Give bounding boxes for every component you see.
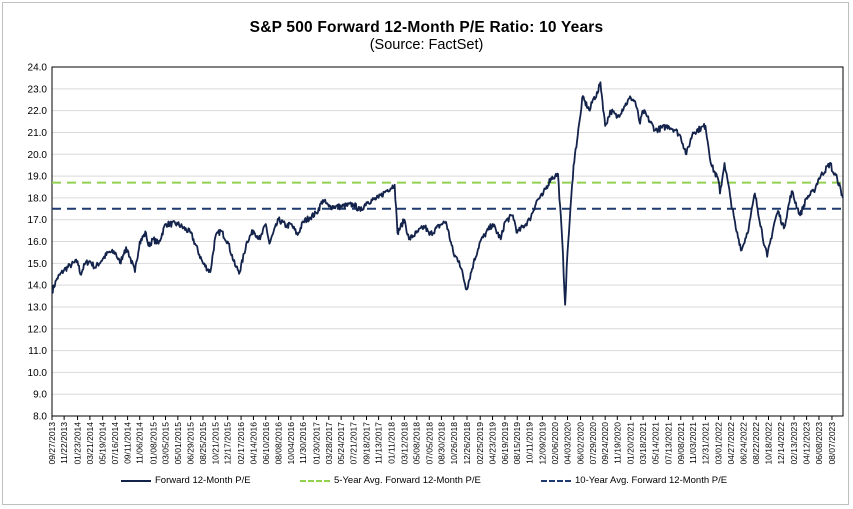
x-tick-label: 02/06/2020 [550,422,560,465]
y-tick-label: 10.0 [28,368,48,379]
x-tick-label: 07/13/2021 [663,422,673,465]
x-tick-label: 04/27/2022 [726,422,736,465]
legend-label-10yr-avg: 10-Year Avg. Forward 12-Month P/E [575,475,728,486]
x-tick-label: 01/23/2014 [73,422,83,465]
x-tick-label: 01/11/2018 [386,422,396,464]
x-tick-label: 11/22/2013 [59,422,69,464]
y-tick-label: 17.0 [28,215,48,226]
x-tick-label: 12/26/2018 [462,422,472,465]
x-tick-label: 10/04/2016 [286,422,296,465]
y-tick-label: 24.0 [28,63,48,74]
x-tick-label: 01/30/2017 [311,422,321,465]
chart-subtitle: (Source: FactSet) [369,37,484,53]
x-tick-label: 05/14/2021 [650,422,660,465]
x-tick-label: 07/21/2017 [349,422,359,465]
x-tick-label: 08/25/2015 [198,422,208,465]
x-tick-label: 01/08/2015 [148,422,158,465]
x-tick-label: 10/11/2019 [525,422,535,464]
x-tick-label: 09/27/2013 [47,422,57,465]
x-tick-label: 09/11/2014 [123,422,133,464]
y-tick-label: 19.0 [28,172,48,183]
x-tick-label: 04/03/2020 [562,422,572,465]
x-tick-label: 02/17/2016 [236,422,246,465]
x-tick-label: 05/19/2014 [98,422,108,465]
legend-line-10yr-avg [541,479,571,482]
x-tick-label: 04/23/2019 [488,422,498,465]
y-tick-label: 21.0 [28,128,48,139]
x-tick-label: 07/16/2014 [110,422,120,465]
x-tick-label: 09/24/2020 [600,422,610,465]
y-tick-label: 23.0 [28,84,48,95]
legend-item-forward-pe: Forward 12-Month P/E [121,475,251,486]
x-tick-label: 02/25/2019 [475,422,485,465]
x-tick-label: 08/30/2018 [436,422,446,465]
x-tick-label: 04/14/2016 [248,422,258,465]
x-tick-label: 10/18/2022 [763,422,773,465]
x-tick-label: 11/06/2014 [135,422,145,464]
x-tick-label: 12/09/2019 [537,422,547,465]
y-tick-label: 14.0 [28,281,48,292]
x-tick-label: 12/17/2015 [223,422,233,465]
x-tick-label: 08/07/2023 [827,422,837,465]
x-tick-label: 07/29/2020 [588,422,598,465]
x-tick-label: 05/24/2017 [336,422,346,465]
y-tick-label: 18.0 [28,193,48,204]
x-tick-label: 12/31/2021 [700,422,710,465]
x-tick-label: 03/21/2014 [85,422,95,465]
x-tick-label: 03/12/2018 [399,422,409,465]
x-tick-label: 06/02/2020 [575,422,585,465]
y-tick-label: 8.0 [33,412,47,423]
x-tick-label: 02/13/2023 [789,422,799,465]
plot-area-border [51,66,844,417]
y-tick-label: 13.0 [28,302,48,313]
y-tick-label: 12.0 [28,324,48,335]
x-tick-label: 05/08/2018 [412,422,422,465]
legend-item-5yr-avg: 5-Year Avg. Forward 12-Month P/E [300,475,481,486]
x-tick-label: 03/01/2022 [713,422,723,465]
x-tick-label: 11/13/2017 [374,422,384,464]
legend-line-forward-pe [121,479,151,482]
y-tick-label: 20.0 [28,150,48,161]
legend-line-5yr-avg [300,479,330,482]
x-tick-label: 06/19/2019 [500,422,510,465]
x-tick-label: 10/21/2015 [210,422,220,465]
x-tick-label: 09/08/2021 [676,422,686,465]
legend-label-5yr-avg: 5-Year Avg. Forward 12-Month P/E [334,475,481,486]
x-tick-label: 06/10/2016 [261,422,271,465]
y-tick-label: 15.0 [28,259,48,270]
x-tick-label: 09/18/2017 [361,422,371,465]
x-tick-label: 05/01/2015 [173,422,183,465]
x-tick-label: 03/28/2017 [324,422,334,465]
y-tick-label: 11.0 [28,346,47,357]
x-tick-label: 11/03/2021 [688,422,698,464]
x-tick-label: 03/05/2015 [160,422,170,465]
x-tick-label: 10/26/2018 [449,422,459,465]
forward-pe-series-line [51,81,844,306]
legend: Forward 12-Month P/E 5-Year Avg. Forward… [0,475,853,489]
x-tick-label: 04/12/2023 [802,422,812,465]
x-tick-label: 03/18/2021 [638,422,648,465]
x-tick-label: 08/08/2016 [274,422,284,465]
legend-item-10yr-avg: 10-Year Avg. Forward 12-Month P/E [541,475,727,486]
y-tick-label: 16.0 [28,237,48,248]
x-tick-label: 08/15/2019 [512,422,522,465]
x-tick-label: 06/08/2023 [814,422,824,465]
chart-title: S&P 500 Forward 12-Month P/E Ratio: 10 Y… [249,19,604,36]
y-tick-label: 22.0 [28,106,48,117]
y-tick-label: 9.0 [33,390,47,401]
x-tick-label: 07/05/2018 [424,422,434,465]
x-tick-label: 06/29/2015 [186,422,196,465]
x-tick-label: 01/20/2021 [626,422,636,465]
x-tick-label: 08/22/2022 [751,422,761,465]
x-tick-label: 12/14/2022 [776,422,786,465]
x-tick-label: 11/19/2020 [612,422,622,464]
legend-label-forward-pe: Forward 12-Month P/E [155,475,251,486]
x-tick-label: 11/30/2016 [298,422,308,464]
x-tick-label: 06/24/2022 [738,422,748,465]
